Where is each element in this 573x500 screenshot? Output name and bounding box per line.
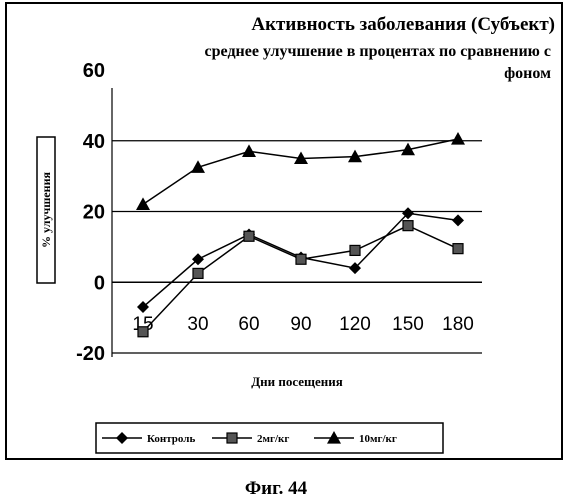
chart-title: Активность заболевания (Субъект) [251, 14, 555, 35]
x-tick-labels: 15306090120150180 [132, 314, 473, 335]
chart-subtitle-line2: фоном [504, 65, 551, 82]
x-tick-label-5: 150 [392, 314, 424, 335]
y-tick-label-2: 20 [83, 202, 105, 224]
series-1-point-3 [296, 254, 306, 264]
y-tick-label-3: 0 [94, 272, 105, 294]
legend-marker-1 [227, 433, 237, 443]
x-tick-label-2: 60 [238, 314, 259, 335]
plot-area: 6040200-20 15306090120150180 [76, 60, 482, 365]
series-2-point-1 [191, 160, 205, 173]
legend-label-1: 2мг/кг [257, 433, 289, 445]
series-0-point-6 [452, 214, 464, 226]
legend: Контроль 2мг/кг 10мг/кг [96, 423, 443, 453]
y-tick-labels: 60 40 20 0 -20 [76, 60, 105, 365]
series-1-point-0 [138, 327, 148, 337]
series-layer [136, 132, 465, 337]
series-1-point-6 [453, 244, 463, 254]
x-tick-label-6: 180 [442, 314, 474, 335]
x-tick-label-3: 90 [290, 314, 311, 335]
y-axis-label: % улучшения [39, 172, 53, 248]
series-1-point-4 [350, 245, 360, 255]
chart-subtitle-line1: среднее улучшение в процентах по сравнен… [205, 43, 551, 60]
series-2-point-0 [136, 197, 150, 210]
series-1-point-5 [403, 221, 413, 231]
series-2-point-2 [242, 144, 256, 157]
series-2 [136, 132, 465, 210]
legend-label-2: 10мг/кг [359, 433, 397, 445]
figure-caption: Фиг. 44 [245, 478, 308, 499]
y-tick-label-4: -20 [76, 343, 105, 365]
x-tick-label-1: 30 [187, 314, 208, 335]
series-1-point-2 [244, 231, 254, 241]
y-axis-label-box: % улучшения [37, 137, 55, 283]
series-1-point-1 [193, 268, 203, 278]
x-axis-label: Дни посещения [251, 374, 343, 389]
x-tick-label-4: 120 [339, 314, 371, 335]
series-2-point-6 [451, 132, 465, 145]
y-tick-label-1: 40 [83, 131, 105, 153]
legend-label-0: Контроль [147, 433, 195, 445]
y-tick-label-0: 60 [83, 60, 105, 82]
